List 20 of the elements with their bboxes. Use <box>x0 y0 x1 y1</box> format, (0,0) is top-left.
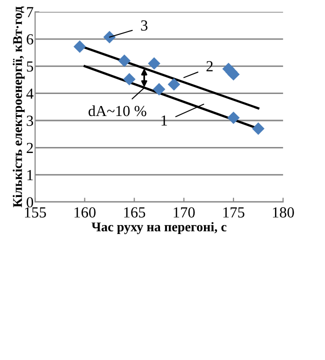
y-tick-label: 0 <box>26 197 34 208</box>
x-tick-label: 175 <box>223 207 244 218</box>
y-axis-title: Кількість електроенергії, кВт·год <box>12 6 25 208</box>
annotation: dA~10 % <box>88 105 146 116</box>
x-tick-label: 165 <box>124 207 146 218</box>
y-tick-label: 4 <box>26 88 34 99</box>
y-tick-label: 5 <box>26 61 34 72</box>
y-tick-label: 2 <box>26 142 33 153</box>
x-tick-label: 160 <box>74 207 96 218</box>
annotation: 1 <box>162 115 167 126</box>
x-tick-label: 180 <box>272 207 294 218</box>
annotation: 3 <box>141 20 148 31</box>
y-tick-label: 1 <box>27 170 33 180</box>
y-tick-label: 7 <box>27 7 34 18</box>
x-tick-label: 170 <box>174 207 195 218</box>
x-axis-title: Час руху на перегоні, с <box>92 222 226 234</box>
x-tick-label: 155 <box>24 207 46 218</box>
y-tick-label: 3 <box>26 116 34 126</box>
y-tick-label: 6 <box>26 34 34 44</box>
annotation: 2 <box>206 61 213 72</box>
